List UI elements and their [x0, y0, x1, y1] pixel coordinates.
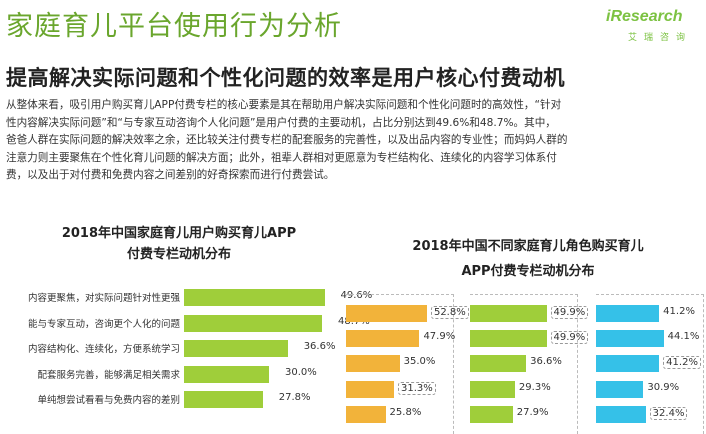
value-label: 41.2% [663, 306, 695, 317]
left-chart-title-line: 2018年中国家庭育儿用户购买育儿APP [61, 226, 297, 241]
body-paragraph: 从整体来看，吸引用户购买育儿APP付费专栏的核心要素是其在帮助用户解决实际问题和… [6, 97, 700, 185]
left-chart-title-line: 付费专栏动机分布 [126, 247, 231, 262]
category-label: 内容结构化、连续化，方便系统学习 [27, 344, 180, 355]
series-panel: 41.2% 44.1% 41.2% 30.9% 32.4% [596, 294, 704, 434]
bar-row: 配套服务完善，能够满足相关需求 30.0% [0, 364, 330, 386]
iresearch-logo: iResearch 艾瑞咨询 [606, 8, 698, 43]
value-label: 47.9% [423, 331, 456, 343]
page-title: 家庭育儿平台使用行为分析 [6, 11, 342, 42]
bar [596, 380, 644, 398]
value-label: 49.9% [550, 331, 589, 345]
body-line: 爸爸人群在实际问题的解决效率之余，还比较关注付费专栏的配套服务的完善性，以及出品… [6, 134, 568, 147]
bar [470, 330, 547, 348]
right-chart-title: 2018年中国不同家庭育儿角色购买育儿 APP付费专栏动机分布 [350, 234, 706, 284]
body-line: 从整体来看，吸引用户购买育儿APP付费专栏的核心要素是其在帮助用户解决实际问题和… [6, 99, 562, 111]
value-label: 30.9% [647, 381, 680, 393]
bar [470, 305, 547, 322]
bar [346, 355, 400, 373]
bar [184, 391, 263, 408]
left-chart-title: 2018年中国家庭育儿用户购买育儿APP 付费专栏动机分布 [20, 223, 338, 265]
value-label: 52.8% [430, 306, 469, 319]
bar-row: 单纯想尝试看看与免费内容的差别 27.8% [0, 389, 330, 411]
bar [184, 365, 269, 383]
bar [184, 314, 322, 332]
value-label: 27.9% [516, 406, 549, 418]
value-label: 49.6% [340, 290, 373, 301]
category-label: 能与专家互动，咨询更个人化的问题 [27, 318, 180, 330]
value-label: 36.6% [303, 341, 336, 352]
bar [596, 405, 646, 423]
bar-row: 内容结构化、连续化，方便系统学习 36.6% [0, 338, 335, 360]
value-label: 29.3% [518, 381, 551, 393]
value-label: 49.9% [550, 306, 589, 319]
bar [470, 380, 515, 398]
bar [596, 330, 664, 348]
body-line: 费，以及出于对付费和免费内容之间差别的好奇探索而进行付费尝试。 [6, 169, 335, 182]
bar [346, 405, 386, 423]
bar [184, 340, 288, 357]
value-label: 32.4% [649, 406, 688, 420]
bar [184, 289, 325, 306]
bar [470, 405, 513, 423]
bar-row: 内容更聚焦，对实际问题针对性更强 49.6% [0, 287, 372, 309]
bar [346, 330, 420, 348]
logo-subtext: 艾瑞咨询 [628, 33, 693, 43]
logo-text: iResearch [606, 8, 683, 25]
value-label: 31.3% [397, 381, 436, 395]
bar-row: 能与专家互动，咨询更个人化的问题48.7% [0, 313, 370, 335]
category-label: 单纯想尝试看看与免费内容的差别 [37, 395, 180, 406]
value-label: 25.8% [389, 406, 422, 418]
series-panel: 49.9% 49.9% 36.6% 29.3% 27.9% [470, 294, 589, 434]
category-label: 内容更聚焦，对实际问题针对性更强 [27, 293, 180, 304]
bar [346, 305, 427, 322]
value-label: 35.0% [403, 356, 436, 368]
right-chart-title-line: APP付费专栏动机分布 [461, 264, 595, 279]
bar [346, 380, 394, 398]
bar [470, 355, 527, 373]
value-label: 30.0% [285, 366, 317, 378]
body-line: 性内容解决实际问题”和“与专家互动咨询个人化问题”是用户付费的主要动机，占比分别… [6, 116, 556, 129]
value-label: 44.1% [667, 331, 700, 343]
bar [596, 355, 660, 373]
series-panel: 52.8% 47.9% 35.0% 31.3% 25.8% [346, 294, 469, 434]
value-label: 36.6% [530, 356, 562, 368]
category-label: 配套服务完善，能够满足相关需求 [37, 369, 180, 381]
value-label: 41.2% [663, 356, 701, 370]
right-chart-title-line: 2018年中国不同家庭育儿角色购买育儿 [412, 239, 644, 254]
body-line: 注意力则主要聚焦在个性化育儿问题的解决方面；此外，祖辈人群相对更愿意为专栏结构化… [6, 151, 557, 164]
value-label: 27.8% [278, 392, 311, 403]
page-subtitle: 提高解决实际问题和个性化问题的效率是用户核心付费动机 [6, 66, 565, 90]
bar [596, 305, 660, 322]
